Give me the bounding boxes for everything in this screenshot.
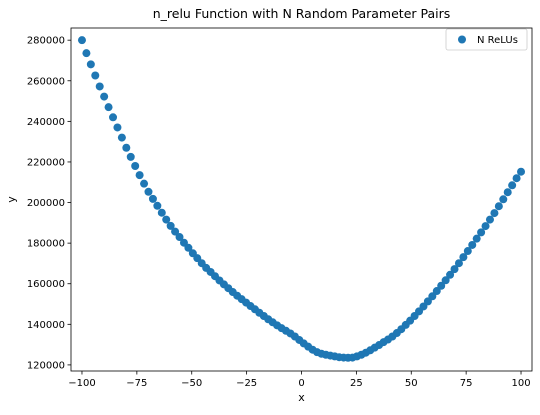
x-tick-label: 75 xyxy=(460,378,473,389)
data-point xyxy=(166,221,175,230)
data-point xyxy=(175,233,184,242)
data-point xyxy=(512,174,521,183)
data-points xyxy=(77,36,526,362)
data-point xyxy=(135,171,144,180)
x-tick-label: 25 xyxy=(350,378,363,389)
data-point xyxy=(117,133,126,142)
x-tick-label: 50 xyxy=(405,378,418,389)
data-point xyxy=(454,259,463,268)
data-point xyxy=(122,143,131,152)
x-tick-label: 0 xyxy=(298,378,304,389)
data-point xyxy=(162,215,171,224)
legend: N ReLUs xyxy=(445,28,528,51)
data-point xyxy=(109,113,118,122)
data-point xyxy=(490,209,499,218)
y-tick-label: 200000 xyxy=(27,198,65,209)
data-point xyxy=(157,208,166,217)
y-tick-label: 260000 xyxy=(27,76,65,87)
data-point xyxy=(144,187,153,196)
y-tick-label: 240000 xyxy=(27,117,65,128)
data-point xyxy=(508,181,517,190)
data-point xyxy=(104,103,113,112)
legend-entry-label: N ReLUs xyxy=(477,35,518,46)
y-tick-label: 140000 xyxy=(27,320,65,331)
data-point xyxy=(77,36,86,45)
data-point xyxy=(499,195,508,204)
data-point xyxy=(441,276,450,285)
data-point xyxy=(477,228,486,237)
data-point xyxy=(91,71,100,80)
data-point xyxy=(432,287,441,296)
y-tick-label: 280000 xyxy=(27,36,65,47)
x-axis-ticks: −100 −75 −50 −25 0 25 50 75 100 xyxy=(68,371,531,389)
y-axis-ticks: 120000 140000 160000 180000 200000 220000 2400… xyxy=(27,36,71,371)
data-point xyxy=(437,281,446,290)
x-tick-label: −25 xyxy=(236,378,257,389)
data-point xyxy=(503,188,512,197)
data-point xyxy=(86,60,95,69)
data-point xyxy=(131,162,140,171)
data-point xyxy=(153,201,162,210)
data-point xyxy=(450,265,459,274)
data-point xyxy=(494,202,503,211)
data-point xyxy=(459,253,468,262)
data-point xyxy=(113,123,122,132)
data-point xyxy=(485,215,494,224)
chart-title: n_relu Function with N Random Parameter … xyxy=(153,6,451,21)
y-tick-label: 220000 xyxy=(27,157,65,168)
x-tick-label: −50 xyxy=(181,378,202,389)
data-point xyxy=(472,234,481,243)
y-tick-label: 120000 xyxy=(27,360,65,371)
data-point xyxy=(468,240,477,249)
x-tick-label: −75 xyxy=(126,378,147,389)
data-point xyxy=(446,270,455,279)
x-tick-label: −100 xyxy=(68,378,95,389)
data-point xyxy=(126,152,135,161)
data-point xyxy=(517,167,526,176)
data-point xyxy=(481,222,490,231)
legend-marker-icon xyxy=(458,35,466,44)
y-tick-label: 180000 xyxy=(27,239,65,250)
data-point xyxy=(140,179,149,188)
legend-box xyxy=(445,28,528,51)
data-point xyxy=(82,49,91,58)
x-tick-label: 100 xyxy=(511,378,530,389)
data-point xyxy=(428,292,437,301)
data-point xyxy=(100,92,109,101)
data-point xyxy=(463,247,472,256)
plot-background xyxy=(71,28,532,371)
data-point xyxy=(95,82,104,91)
x-axis-label: x xyxy=(298,391,305,404)
y-axis-label: y xyxy=(5,196,18,203)
data-point xyxy=(148,194,157,203)
plot-frame xyxy=(70,27,533,372)
data-point xyxy=(171,227,180,236)
data-point xyxy=(184,243,193,252)
y-tick-label: 160000 xyxy=(27,279,65,290)
